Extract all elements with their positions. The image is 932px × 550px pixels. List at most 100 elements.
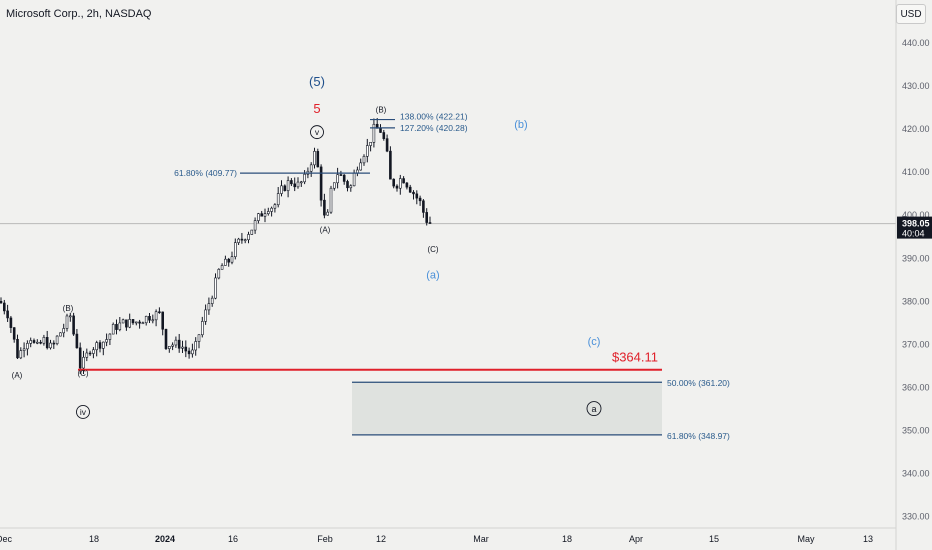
target-zone[interactable] — [352, 382, 662, 435]
candle — [280, 180, 283, 197]
candle-body — [382, 132, 386, 139]
candle-body — [72, 315, 75, 335]
candle-body — [9, 317, 13, 328]
candle — [161, 311, 164, 336]
candle-body — [270, 207, 273, 212]
candle — [9, 315, 13, 334]
candle-body — [253, 220, 257, 231]
candle-body — [214, 277, 217, 299]
candle-body — [85, 352, 89, 358]
candle-body — [78, 347, 82, 369]
candle — [389, 146, 392, 180]
candle — [309, 162, 313, 177]
candle — [293, 177, 297, 192]
candle — [332, 182, 336, 191]
candle-body — [299, 181, 303, 184]
candle-body — [82, 356, 85, 369]
candle-body — [412, 191, 415, 195]
candle — [108, 333, 112, 345]
candle-body — [108, 333, 112, 340]
wave-label: (C) — [77, 369, 88, 378]
candle-body — [266, 211, 270, 214]
candle-body — [220, 265, 224, 270]
candle — [385, 134, 389, 153]
candle — [144, 315, 148, 326]
candle-body — [210, 297, 214, 304]
candle-body — [332, 182, 336, 189]
candle — [266, 207, 270, 216]
countdown-label: 40:04 — [902, 229, 925, 239]
candle — [125, 319, 128, 331]
candle-body — [39, 341, 42, 344]
candle-body — [105, 339, 108, 343]
candle-body — [230, 256, 234, 263]
candle-body — [187, 350, 191, 355]
candle — [227, 257, 230, 267]
candle-body — [346, 181, 349, 189]
candle — [276, 187, 280, 208]
candle — [135, 321, 138, 326]
candle — [382, 129, 386, 141]
candle-body — [398, 178, 402, 189]
candle-body — [88, 352, 92, 355]
x-tick-label: 15 — [709, 534, 719, 544]
candle — [247, 231, 250, 244]
candle-body — [280, 185, 283, 194]
candle — [121, 318, 125, 324]
candle — [102, 341, 105, 356]
candle — [422, 199, 425, 218]
candle — [240, 232, 244, 244]
candle-body — [408, 186, 412, 193]
candle-body — [102, 341, 105, 349]
candle — [154, 309, 158, 327]
candle — [92, 347, 95, 359]
candle — [2, 299, 6, 315]
candle-body — [16, 338, 19, 359]
candle-body — [92, 349, 95, 354]
candle-body — [65, 315, 69, 329]
candle — [164, 328, 168, 350]
candle-body — [240, 238, 244, 241]
candle-body — [296, 181, 300, 188]
candle-body — [141, 322, 145, 325]
candle-body — [224, 258, 227, 266]
candle-body — [194, 341, 197, 351]
candle — [273, 203, 277, 213]
candle — [75, 328, 79, 349]
candle — [398, 174, 402, 195]
y-tick-label: 400.00 — [902, 210, 930, 220]
candle — [49, 339, 52, 350]
currency-button[interactable]: USD — [896, 4, 926, 24]
candle — [197, 334, 201, 349]
candle-body — [2, 302, 6, 312]
candle — [319, 164, 323, 207]
candle — [62, 323, 66, 338]
candle-body — [359, 162, 363, 171]
candle-body — [191, 349, 194, 355]
fib-extension-label: 138.00% (422.21) — [400, 112, 468, 122]
wave-label: (c) — [588, 336, 601, 348]
candle-body — [59, 332, 62, 337]
candle — [6, 304, 9, 322]
candle — [131, 319, 135, 325]
candle — [356, 166, 359, 177]
candle-body — [286, 180, 290, 191]
candle-body — [26, 343, 29, 350]
candle — [69, 312, 72, 322]
candle — [415, 190, 419, 205]
candle-body — [243, 239, 247, 242]
candle-body — [313, 151, 316, 166]
fib-level-label: 61.80% (348.97) — [667, 431, 730, 441]
y-tick-label: 410.00 — [902, 167, 930, 177]
candle — [177, 333, 181, 353]
candle — [16, 334, 19, 359]
candle-body — [257, 213, 260, 221]
candle — [405, 181, 409, 190]
candle-body — [365, 145, 369, 157]
candle-body — [201, 321, 204, 336]
candle-body — [98, 342, 102, 349]
symbol-title: Microsoft Corp., 2h, NASDAQ — [6, 8, 152, 20]
candle — [408, 184, 412, 193]
